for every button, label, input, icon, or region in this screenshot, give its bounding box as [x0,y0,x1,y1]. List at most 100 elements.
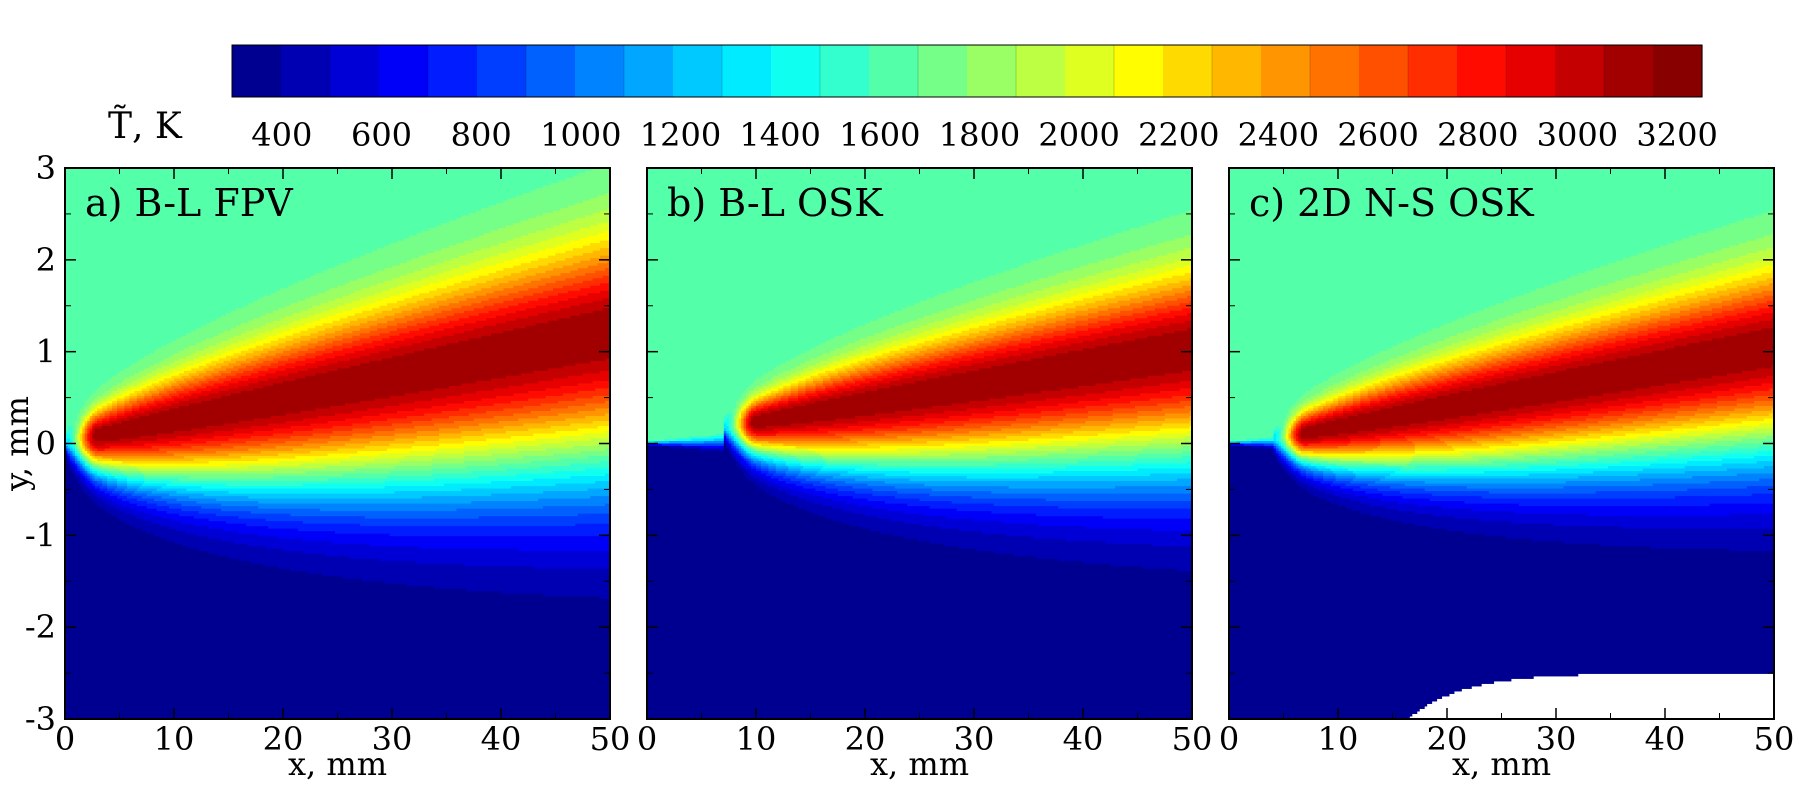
contour-cell [798,383,807,387]
contour-cell [946,368,980,372]
contour-cell [825,516,878,520]
contour-cell [785,375,794,379]
contour-cell [77,461,81,465]
contour-cell [1449,373,1463,377]
colorbar-segment [330,45,380,97]
contour-cell [253,350,269,354]
contour-cell [768,441,859,445]
y-tick-label: -3 [25,700,56,738]
contour-cell [1382,368,1396,372]
contour-cell [647,568,1178,572]
contour-cell [572,283,601,287]
contour-cell [1127,273,1158,277]
contour-cell [783,393,792,397]
contour-cell [404,298,425,302]
contour-cell [1556,345,1574,349]
contour-cell [743,466,747,470]
contour-cell [773,368,792,372]
contour-cell [882,330,906,334]
contour-cell [954,353,975,357]
contour-cell [1486,338,1505,342]
contour-cell [647,651,1193,655]
contour-cell [825,463,878,467]
contour-cell [439,438,487,442]
contour-cell [65,373,118,377]
contour-cell [496,395,547,400]
contour-cell [461,430,507,435]
contour-cell [1367,390,1379,394]
contour-cell [1451,358,1465,362]
contour-cell [528,428,579,432]
contour-cell [1640,273,1678,277]
contour-cell [65,375,113,379]
contour-cell [104,443,145,447]
contour-cell [1073,268,1114,272]
contour-cell [505,430,557,435]
contour-cell [1672,263,1713,267]
contour-cell [736,446,740,450]
contour-cell [1536,350,1555,354]
colorbar-tick-label: 2000 [1038,116,1119,154]
contour-cell [523,423,571,427]
contour-cell [746,461,750,465]
contour-cell [1424,358,1441,362]
contour-cell [228,338,247,342]
contour-cell [798,385,807,389]
contour-cell [109,446,153,450]
contour-cell [458,318,487,322]
contour-cell [94,486,101,490]
contour-cell [996,358,1032,362]
contour-cell [605,473,611,477]
contour-cell [178,405,331,410]
contour-cell [265,313,294,317]
contour-cell [580,451,611,455]
contour-cell [1310,388,1324,392]
contour-cell [1419,333,1458,337]
contour-cell [406,583,611,587]
contour-cell [562,243,591,247]
contour-cell [139,408,153,412]
contour-cell [867,443,945,447]
contour-cell [1558,315,1582,319]
contour-cell [359,328,378,332]
contour-cell [867,476,968,480]
contour-cell [803,368,814,372]
contour-cell [949,338,968,342]
contour-cell [595,388,611,392]
contour-cell [1308,408,1314,412]
contour-cell [226,345,242,349]
contour-cell [65,193,524,197]
contour-cell [1006,345,1032,349]
contour-cell [107,400,113,405]
contour-cell [917,318,945,322]
contour-cell [800,468,822,472]
contour-cell [1107,303,1131,307]
contour-cell [600,461,611,465]
contour-cell [647,566,1144,570]
contour-cell [458,265,487,269]
contour-cell [986,448,1067,452]
contour-cell [89,488,96,492]
contour-cell [914,355,931,359]
contour-cell [488,298,514,302]
contour-cell [228,383,249,387]
contour-cell [1570,415,1604,420]
contour-cell [1558,280,1617,284]
contour-cell [146,501,168,505]
contour-cell [335,298,361,302]
contour-cell [837,488,874,492]
contour-cell [114,393,123,397]
contour-cell [748,418,752,422]
contour-cell [1679,260,1723,264]
contour-cell [364,446,413,450]
contour-cell [335,335,353,339]
contour-cell [647,521,844,525]
contour-cell [815,473,841,477]
contour-cell [926,323,950,327]
contour-cell [758,473,767,477]
contour-cell [825,486,854,490]
contour-cell [592,300,611,304]
contour-cell [65,571,309,575]
contour-cell [647,663,1193,667]
contour-cell [134,526,170,530]
